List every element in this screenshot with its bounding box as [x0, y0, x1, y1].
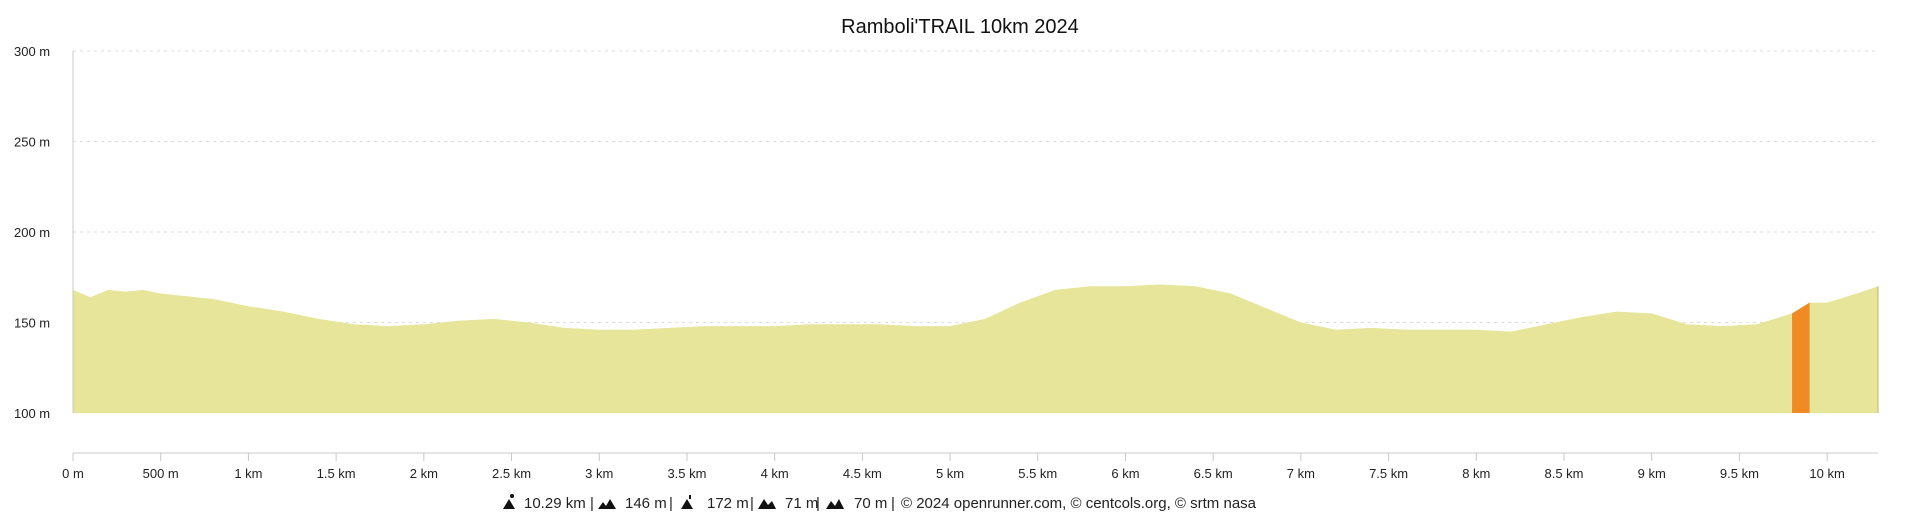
x-tick-label: 0 m	[62, 466, 84, 481]
x-tick-labels: 0 m 500 m 1 km 1.5 km 2 km 2.5 km 3 km 3.5 km 4 …	[62, 466, 1845, 481]
elevation-area	[73, 284, 1878, 413]
elevation-gain-value: 146 m	[625, 495, 667, 512]
elevation-loss-icon	[758, 499, 776, 509]
max-elevation-value: 172 m	[707, 495, 749, 512]
max-elevation-icon	[681, 495, 693, 509]
y-tick-label: 100 m	[14, 406, 50, 421]
x-tick-label: 3 km	[585, 466, 613, 481]
x-tick-label: 1 km	[234, 466, 262, 481]
x-tick-label: 4.5 km	[843, 466, 882, 481]
min-elevation-value: 70 m	[854, 495, 887, 512]
x-tick-label: 2.5 km	[492, 466, 531, 481]
grid-lines	[73, 50, 1878, 323]
credits-text: © 2024 openrunner.com, © centcols.org, ©…	[901, 495, 1257, 512]
highlighted-segment	[1792, 302, 1810, 413]
x-tick-label: 6 km	[1111, 466, 1139, 481]
route-stats-footer: 10.29 km | 146 m | 172 m | 71 m | 70 m |	[503, 494, 1257, 512]
y-tick-labels: 300 m 250 m 200 m 150 m 100 m	[14, 44, 50, 421]
x-tick-label: 3.5 km	[667, 466, 706, 481]
x-tick-label: 2 km	[410, 466, 438, 481]
x-tick-label: 7 km	[1287, 466, 1315, 481]
x-tick-label: 1.5 km	[317, 466, 356, 481]
elevation-gain-icon	[598, 499, 616, 509]
distance-icon	[503, 494, 515, 509]
y-tick-label: 250 m	[14, 135, 50, 150]
x-tick-label: 9.5 km	[1720, 466, 1759, 481]
elevation-loss-value: 71 m	[785, 495, 818, 512]
separator: |	[750, 495, 754, 512]
axes	[72, 51, 1879, 461]
separator: |	[891, 495, 895, 512]
x-tick-label: 4 km	[761, 466, 789, 481]
x-tick-label: 8 km	[1462, 466, 1490, 481]
x-tick-label: 5 km	[936, 466, 964, 481]
x-tick-label: 9 km	[1638, 466, 1666, 481]
y-tick-label: 300 m	[14, 44, 50, 59]
x-tick-label: 500 m	[143, 466, 179, 481]
x-tick-label: 7.5 km	[1369, 466, 1408, 481]
separator: |	[816, 495, 820, 512]
y-tick-label: 200 m	[14, 225, 50, 240]
distance-value: 10.29 km	[524, 495, 586, 512]
y-tick-label: 150 m	[14, 316, 50, 331]
x-tick-label: 8.5 km	[1545, 466, 1584, 481]
separator: |	[590, 495, 594, 512]
x-tick-label: 10 km	[1809, 466, 1844, 481]
chart-title: Ramboli'TRAIL 10km 2024	[841, 16, 1079, 38]
min-elevation-icon	[826, 499, 844, 509]
x-tick-label: 6.5 km	[1194, 466, 1233, 481]
x-tick-label: 5.5 km	[1018, 466, 1057, 481]
elevation-area-path	[73, 284, 1878, 413]
separator: |	[669, 495, 673, 512]
